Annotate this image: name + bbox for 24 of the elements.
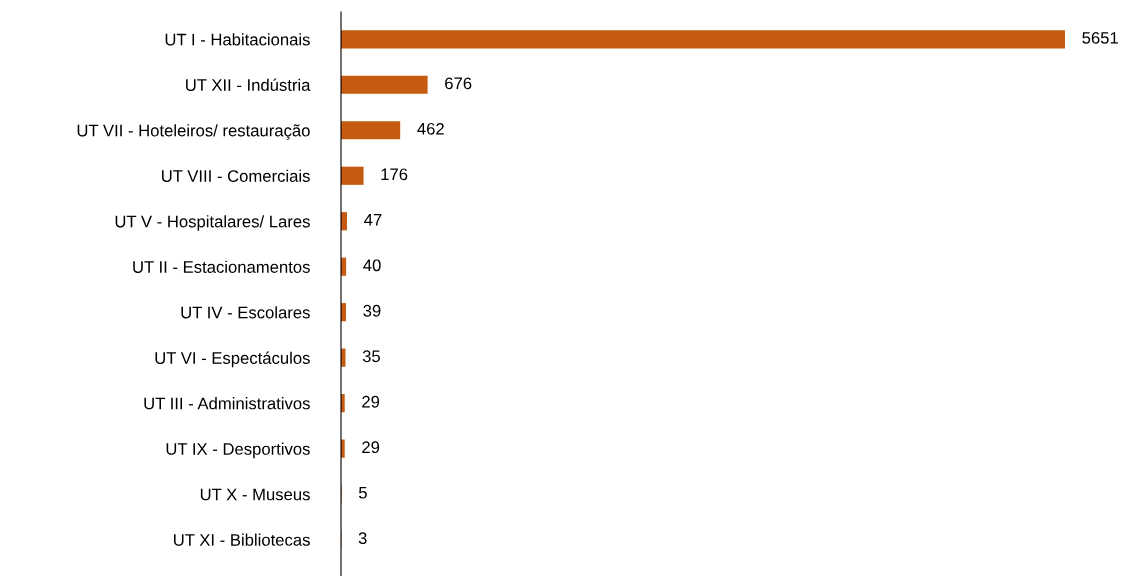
y-tick-label: UT VI - Espectáculos	[155, 351, 310, 368]
y-tick-label: UT XI - Bibliotecas	[174, 533, 310, 546]
y-tick-label: UT VIII - Comerciais	[162, 169, 310, 182]
y-tick-label: UT X - Museus	[200, 488, 310, 501]
y-tick-label: UT VII - Hoteleiros/ restauração	[77, 124, 310, 140]
data-label: 5651	[1082, 31, 1118, 44]
y-tick-label: UT II - Estacionamentos	[133, 260, 310, 273]
data-label: 39	[363, 304, 381, 317]
data-label: 40	[363, 259, 381, 272]
data-label: 5	[358, 486, 367, 499]
data-label: 35	[362, 350, 380, 363]
y-tick-label: UT IX - Desportivos	[166, 442, 310, 459]
y-tick-label: UT XII - Indústria	[186, 78, 311, 91]
data-label: 29	[362, 441, 380, 454]
data-label: 3	[358, 532, 367, 545]
y-tick-label: UT V - Hospitalares/ Lares	[115, 215, 310, 231]
data-label: 47	[364, 214, 382, 226]
y-tick-label: UT I - Habitacionais	[165, 33, 310, 46]
data-label: 462	[417, 122, 444, 135]
data-label: 676	[445, 77, 472, 90]
data-label: 29	[362, 395, 380, 408]
y-tick-label: UT III - Administrativos	[144, 397, 310, 410]
y-tick-label: UT IV - Escolares	[181, 306, 310, 319]
data-label: 176	[381, 168, 408, 181]
